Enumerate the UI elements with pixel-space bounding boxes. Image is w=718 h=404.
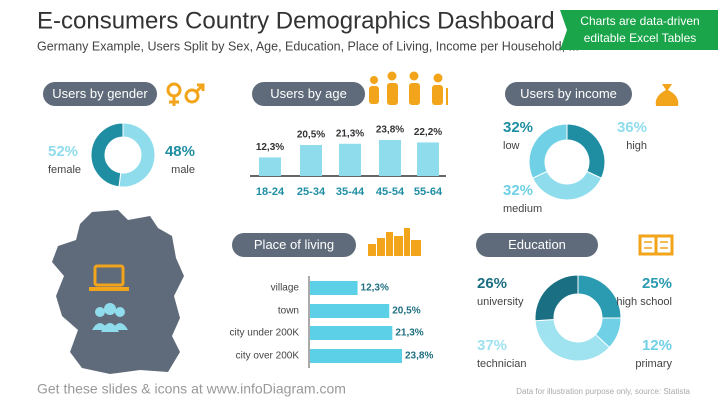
donut-segment xyxy=(577,274,622,319)
donut-segment xyxy=(531,170,603,201)
city-icon xyxy=(368,228,421,256)
donut-segment xyxy=(118,122,156,188)
age-icon xyxy=(369,71,448,105)
value-label: 37% xyxy=(477,337,507,354)
value-label: 52% xyxy=(48,143,78,160)
value-label: 20,5% xyxy=(392,306,420,317)
category-label: city under 200K xyxy=(230,328,300,339)
value-label: 48% xyxy=(165,143,195,160)
section-title: Users by age xyxy=(270,86,347,101)
bar xyxy=(300,144,322,176)
value-label: 12,3% xyxy=(361,283,389,294)
donut-segment xyxy=(90,122,124,188)
value-label: 23,8% xyxy=(376,125,404,136)
book-icon xyxy=(638,234,674,256)
category-label: 25-34 xyxy=(297,186,326,198)
category-label: city over 200K xyxy=(236,351,300,362)
title: E-consumers Country Demographics Dashboa… xyxy=(37,7,555,34)
value-label: 12% xyxy=(642,337,672,354)
category-label: male xyxy=(171,164,195,176)
section-pill xyxy=(232,233,356,257)
subtitle: Germany Example, Users Split by Sex, Age… xyxy=(37,39,579,53)
section-pill xyxy=(252,82,365,106)
category-label: village xyxy=(271,283,300,294)
bar xyxy=(339,143,361,176)
badge-line: editable Excel Tables xyxy=(584,31,697,45)
footer-link: Get these slides & icons at www.infoDiag… xyxy=(37,381,346,397)
value-label: 32% xyxy=(503,119,533,136)
money-icon xyxy=(655,84,679,106)
section-pill xyxy=(43,82,157,106)
section-pill xyxy=(505,82,632,106)
value-label: 22,2% xyxy=(414,127,442,138)
badge-line: Charts are data-driven xyxy=(580,14,699,28)
value-label: 20,5% xyxy=(297,130,325,141)
bar xyxy=(310,281,358,295)
section-title: Place of living xyxy=(254,237,334,252)
value-label: 26% xyxy=(477,275,507,292)
category-label: 45-54 xyxy=(376,186,405,198)
section-title: Users by income xyxy=(520,86,617,101)
donut-segment xyxy=(534,318,611,362)
value-label: 21,3% xyxy=(336,128,364,139)
footer-source: Data for illustration purpose only, sour… xyxy=(516,387,690,396)
value-label: 21,3% xyxy=(395,328,423,339)
category-label: high xyxy=(626,140,647,152)
laptop-icon xyxy=(93,264,125,287)
donut-segment xyxy=(534,274,579,322)
section-title: Users by gender xyxy=(52,86,148,101)
bar xyxy=(259,157,281,176)
value-label: 36% xyxy=(617,119,647,136)
category-label: female xyxy=(48,164,81,176)
bar xyxy=(310,304,390,318)
value-label: 12,3% xyxy=(256,142,284,153)
category-label: primary xyxy=(635,358,672,370)
value-label: 32% xyxy=(503,182,533,199)
section-pill xyxy=(476,233,598,257)
category-label: high school xyxy=(616,296,672,308)
value-label: 25% xyxy=(642,275,672,292)
donut-segment xyxy=(566,123,606,179)
bar xyxy=(310,349,402,363)
value-label: 23,8% xyxy=(405,351,433,362)
people-icon xyxy=(92,303,128,332)
category-label: technician xyxy=(477,358,527,370)
bar xyxy=(379,140,401,176)
category-label: medium xyxy=(503,203,542,215)
bar xyxy=(417,142,439,176)
category-label: 18-24 xyxy=(256,186,285,198)
germany-map xyxy=(52,210,184,374)
category-label: 55-64 xyxy=(414,186,443,198)
category-label: town xyxy=(278,306,299,317)
category-label: 35-44 xyxy=(336,186,365,198)
donut-segment xyxy=(528,123,568,179)
category-label: low xyxy=(503,140,520,152)
category-label: university xyxy=(477,296,524,308)
badge-bg xyxy=(560,10,718,50)
gender-icon xyxy=(166,82,205,106)
bar xyxy=(310,326,393,340)
section-title: Education xyxy=(508,237,566,252)
laptop-icon-base xyxy=(89,287,129,291)
